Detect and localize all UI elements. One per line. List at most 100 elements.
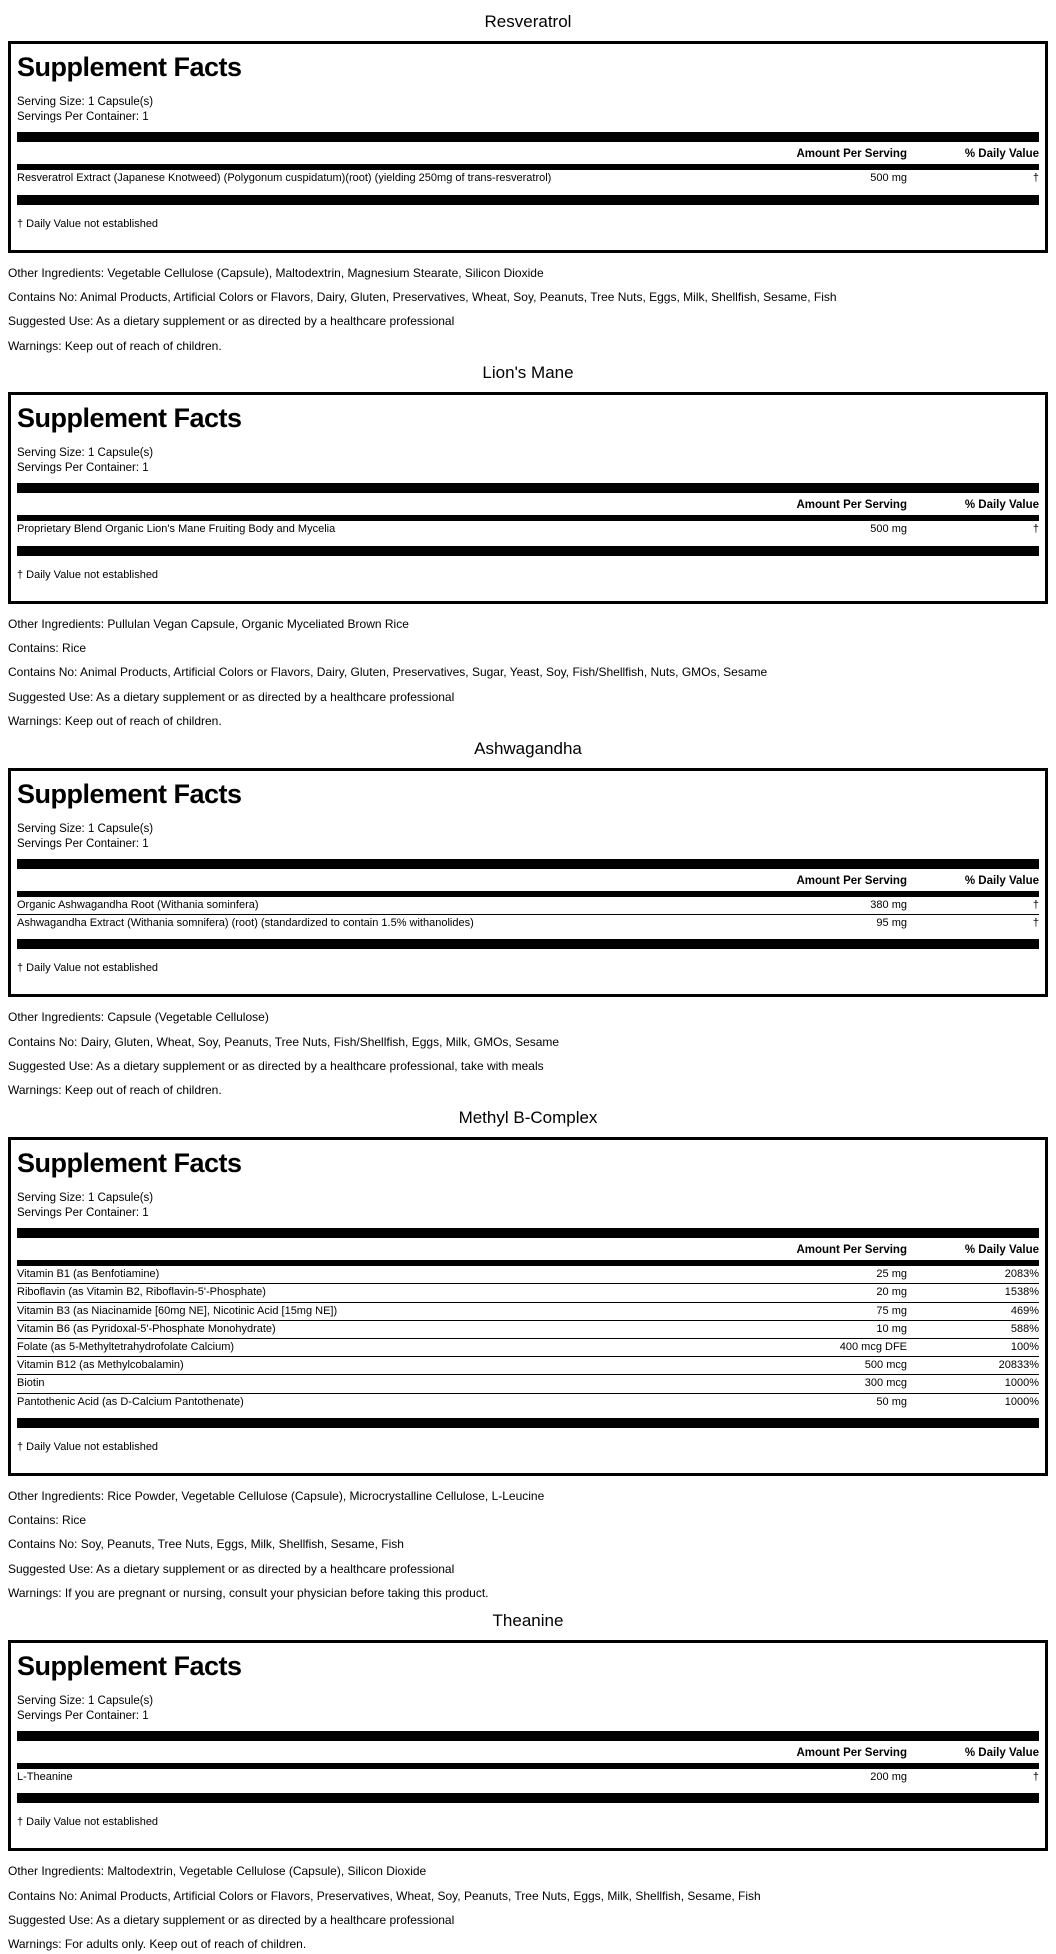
divider-thick-top	[17, 858, 1039, 869]
divider-medium	[17, 515, 1039, 522]
supplement-section: Ashwagandha Supplement Facts Serving Siz…	[0, 739, 1056, 1098]
ingredient-amount: 200 mg	[870, 1771, 907, 1783]
divider-thick-top	[17, 1228, 1039, 1239]
supplement-facts-box: Supplement Facts Serving Size: 1 Capsule…	[8, 41, 1048, 253]
daily-value-footnote: † Daily Value not established	[17, 962, 159, 975]
daily-value-footnote: † Daily Value not established	[17, 217, 159, 230]
ingredient-name: L-Theanine	[17, 1771, 73, 1783]
ingredient-daily-value: †	[1032, 917, 1039, 930]
section-title: Methyl B-Complex	[458, 1107, 598, 1127]
ingredient-amount: 500 mg	[870, 523, 907, 536]
section-title: Resveratrol	[484, 12, 572, 31]
amount-per-serving-header: Amount Per Serving	[796, 499, 907, 512]
suggested-use-note: Suggested Use: As a dietary supplement o…	[8, 1912, 455, 1927]
servings-per-container-text: Servings Per Container: 1	[17, 1709, 149, 1722]
warnings-note: Warnings: Keep out of reach of children.	[8, 338, 222, 353]
ingredient-daily-value: †	[1032, 1771, 1039, 1783]
daily-value-footnote: † Daily Value not established	[17, 1816, 159, 1829]
ingredient-row: L-Theanine 200 mg †	[17, 1769, 1039, 1786]
servings-per-container-text: Servings Per Container: 1	[17, 111, 149, 124]
warnings-note: Warnings: For adults only. Keep out of r…	[8, 1937, 307, 1952]
ingredient-rows: L-Theanine 200 mg †	[17, 1769, 1039, 1786]
ingredient-name: Vitamin B1 (as Benfotiamine)	[17, 1268, 160, 1281]
servings-per-container-text: Servings Per Container: 1	[17, 837, 149, 850]
divider-thick-bottom	[17, 939, 1039, 950]
divider-thick-top	[17, 1731, 1039, 1741]
suggested-use-note: Suggested Use: As a dietary supplement o…	[8, 1561, 455, 1576]
divider-medium	[17, 1763, 1039, 1769]
ingredient-row: Folate (as 5-Methyltetrahydrofolate Calc…	[17, 1339, 1039, 1358]
ingredient-amount: 25 mg	[876, 1268, 907, 1281]
suggested-use-note: Suggested Use: As a dietary supplement o…	[8, 689, 455, 704]
section-notes: Other Ingredients: Rice Powder, Vegetabl…	[8, 1476, 1048, 1601]
contains-no-note: Contains No: Animal Products, Artificial…	[8, 1888, 761, 1903]
ingredient-daily-value: 20833%	[998, 1359, 1039, 1372]
divider-medium	[17, 164, 1039, 171]
ingredient-row: Riboflavin (as Vitamin B2, Riboflavin-5'…	[17, 1284, 1039, 1303]
ingredient-name: Riboflavin (as Vitamin B2, Riboflavin-5'…	[17, 1286, 266, 1299]
serving-size-text: Serving Size: 1 Capsule(s)	[17, 447, 154, 460]
ingredient-daily-value: 1538%	[1004, 1286, 1039, 1299]
ingredient-row: Ashwagandha Extract (Withania somnifera)…	[17, 915, 1039, 932]
serving-size-text: Serving Size: 1 Capsule(s)	[17, 96, 154, 108]
daily-value-header: % Daily Value	[964, 148, 1039, 161]
section-title: Ashwagandha	[474, 738, 582, 758]
table-header-row: Amount Per Serving % Daily Value	[17, 869, 1039, 891]
ingredient-row: Proprietary Blend Organic Lion's Mane Fr…	[17, 521, 1039, 538]
daily-value-header: % Daily Value	[964, 1244, 1039, 1257]
daily-value-footnote: † Daily Value not established	[17, 568, 159, 581]
supplement-facts-heading: Supplement Facts	[17, 1650, 242, 1681]
ingredient-daily-value: †	[1032, 523, 1039, 536]
ingredient-name: Proprietary Blend Organic Lion's Mane Fr…	[17, 523, 336, 536]
ingredient-amount: 300 mcg	[864, 1377, 907, 1390]
daily-value-footnote: † Daily Value not established	[17, 1440, 159, 1453]
section-notes: Other Ingredients: Maltodextrin, Vegetab…	[8, 1851, 1048, 1952]
divider-thick-top	[17, 132, 1039, 143]
divider-thick-bottom	[17, 545, 1039, 556]
contains-no-note: Contains No: Animal Products, Artificial…	[8, 289, 837, 304]
section-notes: Other Ingredients: Vegetable Cellulose (…	[8, 253, 1048, 354]
ingredient-rows: Vitamin B1 (as Benfotiamine) 25 mg 2083% Ri…	[17, 1266, 1039, 1411]
section-title: Lion's Mane	[482, 363, 574, 383]
daily-value-header: % Daily Value	[964, 874, 1039, 887]
ingredient-row: Vitamin B6 (as Pyridoxal-5'-Phosphate Mo…	[17, 1321, 1039, 1339]
supplement-facts-box: Supplement Facts Serving Size: 1 Capsule…	[8, 392, 1048, 604]
daily-value-header: % Daily Value	[964, 499, 1039, 512]
ingredient-row: Organic Ashwagandha Root (Withania somin…	[17, 897, 1039, 916]
ingredient-name: Vitamin B3 (as Niacinamide [60mg NE], Ni…	[17, 1304, 338, 1317]
ingredient-name: Pantothenic Acid (as D-Calcium Pantothen…	[17, 1395, 244, 1408]
ingredient-rows: Organic Ashwagandha Root (Withania somin…	[17, 897, 1039, 932]
ingredient-name: Folate (as 5-Methyltetrahydrofolate Calc…	[17, 1340, 235, 1353]
ingredient-daily-value: †	[1032, 172, 1039, 185]
ingredient-row: Biotin 300 mcg 1000%	[17, 1375, 1039, 1394]
ingredient-amount: 500 mcg	[864, 1359, 907, 1372]
ingredient-row: Vitamin B1 (as Benfotiamine) 25 mg 2083%	[17, 1266, 1039, 1285]
ingredient-name: Resveratrol Extract (Japanese Knotweed) …	[17, 172, 552, 185]
ingredient-amount: 50 mg	[876, 1395, 907, 1408]
ingredient-row: Vitamin B3 (as Niacinamide [60mg NE], Ni…	[17, 1303, 1039, 1321]
ingredient-name: Vitamin B6 (as Pyridoxal-5'-Phosphate Mo…	[17, 1322, 276, 1335]
warnings-note: Warnings: Keep out of reach of children.	[8, 1083, 222, 1098]
serving-size-text: Serving Size: 1 Capsule(s)	[17, 1694, 154, 1707]
ingredient-rows: Proprietary Blend Organic Lion's Mane Fr…	[17, 521, 1039, 538]
supplement-facts-heading: Supplement Facts	[17, 403, 242, 434]
servings-per-container-text: Servings Per Container: 1	[17, 462, 149, 475]
ingredient-daily-value: 1000%	[1004, 1377, 1039, 1390]
divider-thick-top	[17, 483, 1039, 494]
other-ingredients-note: Other Ingredients: Pullulan Vegan Capsul…	[8, 616, 409, 631]
section-title: Theanine	[492, 1610, 564, 1630]
ingredient-amount: 10 mg	[876, 1322, 907, 1335]
amount-per-serving-header: Amount Per Serving	[796, 874, 907, 887]
ingredient-amount: 500 mg	[870, 172, 907, 185]
table-header-row: Amount Per Serving % Daily Value	[17, 493, 1039, 515]
serving-size-text: Serving Size: 1 Capsule(s)	[17, 1191, 154, 1204]
ingredient-daily-value: †	[1032, 898, 1039, 911]
supplement-facts-heading: Supplement Facts	[17, 52, 242, 82]
ingredient-name: Biotin	[17, 1377, 45, 1390]
divider-thick-bottom	[17, 194, 1039, 205]
ingredient-amount: 400 mcg DFE	[839, 1340, 907, 1353]
servings-per-container-text: Servings Per Container: 1	[17, 1207, 149, 1220]
warnings-note: Warnings: Keep out of reach of children.	[8, 714, 222, 729]
ingredient-name: Ashwagandha Extract (Withania somnifera)…	[17, 917, 474, 930]
